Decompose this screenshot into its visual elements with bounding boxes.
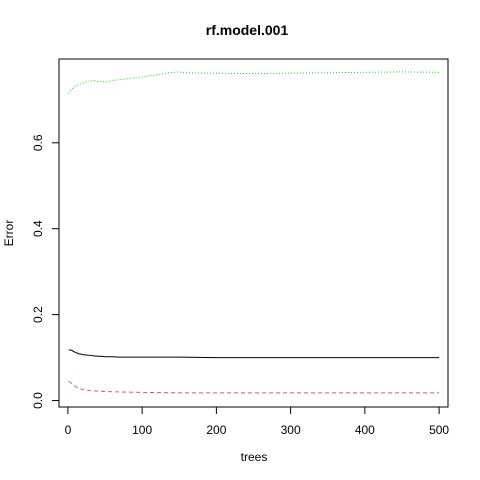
series-layer [68,71,440,394]
series-line-1 [68,349,440,359]
series-line-2 [68,380,440,394]
series-line-3 [68,71,440,94]
y-tick-label: 0.6 [31,134,45,151]
x-tick-label: 500 [429,423,449,437]
y-tick-label: 0.0 [31,392,45,409]
y-axis-title: Error [2,220,16,247]
y-axis: 0.0 0.2 0.4 0.6 [31,134,60,409]
x-axis-title: trees [241,450,268,464]
y-tick-label: 0.4 [31,220,45,237]
plot-frame [58,58,449,408]
x-tick-label: 0 [65,423,72,437]
x-tick-label: 300 [281,423,301,437]
x-axis: 0 100 200 300 400 500 [65,406,449,437]
chart-title: rf.model.001 [206,22,289,38]
x-tick-label: 100 [132,423,152,437]
x-tick-label: 400 [355,423,375,437]
y-tick-label: 0.2 [31,306,45,323]
x-tick-label: 200 [206,423,226,437]
